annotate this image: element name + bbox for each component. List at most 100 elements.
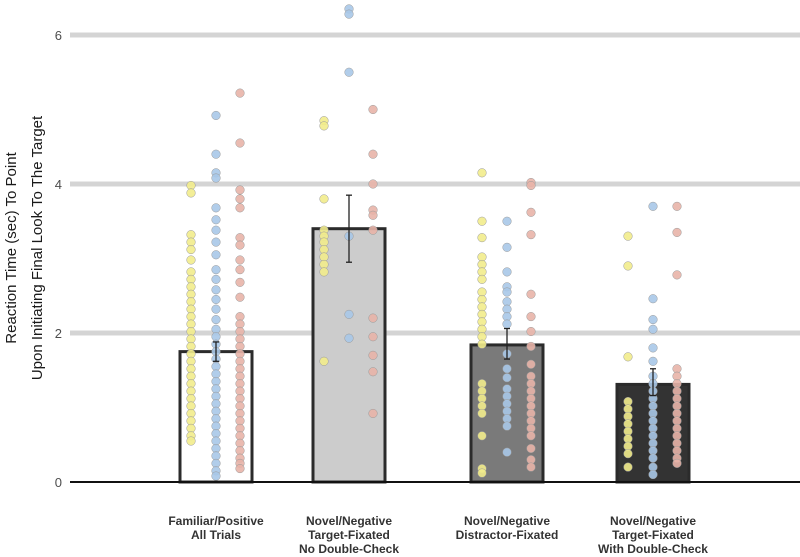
data-point-pink	[672, 201, 682, 211]
error-bar	[504, 327, 510, 360]
data-point-pink	[368, 225, 378, 235]
data-point-yellow	[186, 245, 196, 255]
data-point-yellow	[477, 168, 487, 178]
data-point-blue	[648, 294, 658, 304]
data-point-blue	[211, 471, 221, 481]
data-point-yellow	[623, 449, 633, 459]
data-point-yellow	[477, 408, 487, 419]
data-point-pink	[368, 350, 378, 360]
data-point-pink	[526, 207, 536, 217]
category-label-line: Familiar/Positive	[168, 514, 264, 528]
y-tick-label: 4	[55, 177, 62, 192]
error-bar	[213, 341, 219, 362]
data-point-pink	[368, 149, 378, 159]
data-point-yellow	[623, 352, 633, 362]
data-point-blue	[648, 453, 658, 463]
category-label-line: Distractor-Fixated	[456, 528, 559, 542]
data-point-blue	[211, 215, 221, 225]
bars	[178, 227, 691, 484]
data-point-blue	[502, 216, 512, 226]
data-point-pink	[526, 443, 536, 454]
data-point-pink	[235, 277, 245, 287]
data-point-yellow	[186, 188, 196, 198]
data-point-yellow	[319, 267, 329, 277]
error-bar	[346, 194, 352, 263]
data-point-blue	[211, 203, 221, 213]
y-axis-title-line-2: Upon Initiating Final Look To The Target	[29, 115, 46, 380]
data-point-blue	[648, 470, 658, 480]
data-point-blue	[344, 9, 354, 19]
data-point-pink	[368, 179, 378, 189]
data-point-blue	[211, 265, 221, 275]
data-point-pink	[672, 227, 682, 237]
data-points	[186, 4, 682, 481]
data-point-blue	[502, 242, 512, 252]
error-bar	[650, 368, 656, 397]
data-point-blue	[211, 149, 221, 159]
data-point-pink	[235, 138, 245, 148]
data-point-pink	[526, 180, 536, 191]
gridlines	[70, 32, 800, 336]
y-tick-label: 2	[55, 326, 62, 341]
data-point-blue	[502, 319, 512, 329]
data-point-pink	[235, 185, 245, 195]
category-label-line: All Trials	[191, 528, 241, 542]
data-point-yellow	[623, 231, 633, 241]
data-point-blue	[211, 315, 221, 325]
data-point-yellow	[623, 261, 633, 271]
data-point-yellow	[477, 468, 487, 478]
category-label-line: Novel/Negative	[306, 514, 392, 528]
data-point-yellow	[477, 431, 487, 441]
data-point-pink	[526, 289, 536, 299]
data-point-pink	[526, 230, 536, 240]
data-point-blue	[648, 343, 658, 353]
data-point-blue	[211, 225, 221, 235]
data-point-blue	[211, 237, 221, 247]
data-point-pink	[368, 104, 378, 115]
data-point-yellow	[477, 339, 487, 349]
data-point-blue	[502, 267, 512, 277]
data-point-blue	[648, 315, 658, 325]
data-point-blue	[502, 421, 512, 431]
data-point-pink	[526, 359, 536, 369]
data-point-blue	[502, 364, 512, 374]
data-point-pink	[368, 210, 378, 220]
data-point-pink	[235, 240, 245, 250]
data-point-yellow	[623, 462, 633, 472]
data-point-yellow	[319, 194, 329, 204]
data-point-pink	[526, 312, 536, 322]
y-tick-label: 6	[55, 28, 62, 43]
data-point-pink	[235, 203, 245, 213]
data-point-yellow	[319, 121, 329, 131]
category-label-line: No Double-Check	[299, 542, 399, 556]
data-point-pink	[235, 292, 245, 302]
data-point-blue	[648, 201, 658, 211]
y-axis-tick-labels: 0 2 4 6	[55, 28, 62, 490]
data-point-blue	[344, 333, 354, 343]
data-point-blue	[211, 173, 221, 183]
data-point-blue	[211, 285, 221, 295]
data-point-pink	[672, 270, 682, 280]
data-point-yellow	[186, 436, 196, 446]
data-point-pink	[368, 332, 378, 342]
data-point-yellow	[319, 356, 329, 366]
y-tick-label: 0	[55, 475, 62, 490]
data-point-yellow	[477, 274, 487, 284]
data-point-pink	[526, 326, 536, 337]
category-label-line: Novel/Negative	[464, 514, 550, 528]
data-point-blue	[648, 356, 658, 366]
data-point-pink	[526, 431, 536, 441]
data-point-blue	[502, 373, 512, 383]
data-point-pink	[235, 255, 245, 265]
data-point-pink	[526, 462, 536, 472]
data-point-blue	[211, 110, 221, 121]
category-label-line: Novel/Negative	[610, 514, 696, 528]
data-point-pink	[368, 408, 378, 419]
data-point-yellow	[477, 216, 487, 226]
data-point-blue	[344, 309, 354, 319]
